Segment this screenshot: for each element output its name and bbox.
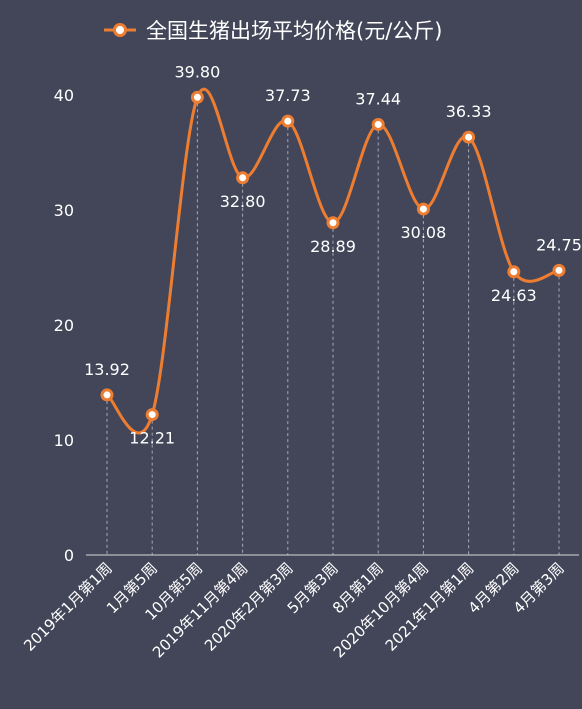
data-label-1: 12.21 (129, 429, 175, 448)
drop-lines (106, 97, 560, 555)
data-point-1 (145, 408, 159, 422)
data-label-4: 37.73 (265, 86, 311, 105)
data-label-2: 39.80 (174, 62, 220, 81)
data-point-9 (507, 265, 521, 279)
data-labels: 13.92 12.21 39.80 32.80 37.73 28.89 37.44 30.08… (84, 62, 582, 447)
y-axis-labels: 0 10 20 30 40 (54, 86, 74, 565)
data-points (100, 90, 566, 422)
data-label-6: 37.44 (355, 89, 401, 108)
data-point-4 (281, 114, 295, 128)
data-point-10 (552, 263, 566, 277)
legend: 全国生猪出场平均价格(元/公斤) (104, 19, 442, 43)
legend-label: 全国生猪出场平均价格(元/公斤) (146, 19, 442, 43)
data-label-9: 24.63 (491, 286, 537, 305)
y-tick-label-0: 0 (64, 546, 74, 565)
x-axis-labels: 2019年1月第1周1月第5周10月第5周2019年11月第4周2020年2月第… (20, 559, 568, 661)
data-label-7: 30.08 (400, 223, 446, 242)
series-line (106, 87, 560, 435)
data-point-3 (236, 171, 250, 185)
data-point-8 (462, 130, 476, 144)
data-point-5 (326, 216, 340, 230)
x-tick-label-0: 2019年1月第1周 (20, 559, 116, 655)
data-label-8: 36.33 (446, 102, 492, 121)
data-label-10: 24.75 (536, 235, 582, 254)
data-label-5: 28.89 (310, 237, 356, 256)
data-point-0 (100, 388, 114, 402)
legend-marker (113, 23, 127, 37)
data-point-2 (190, 90, 204, 104)
data-point-6 (371, 117, 385, 131)
y-tick-label-2: 20 (54, 316, 74, 335)
y-tick-label-3: 30 (54, 201, 74, 220)
y-tick-label-4: 40 (54, 86, 74, 105)
data-label-0: 13.92 (84, 360, 130, 379)
data-point-7 (416, 202, 430, 216)
data-label-3: 32.80 (220, 192, 266, 211)
y-tick-label-1: 10 (54, 431, 74, 450)
